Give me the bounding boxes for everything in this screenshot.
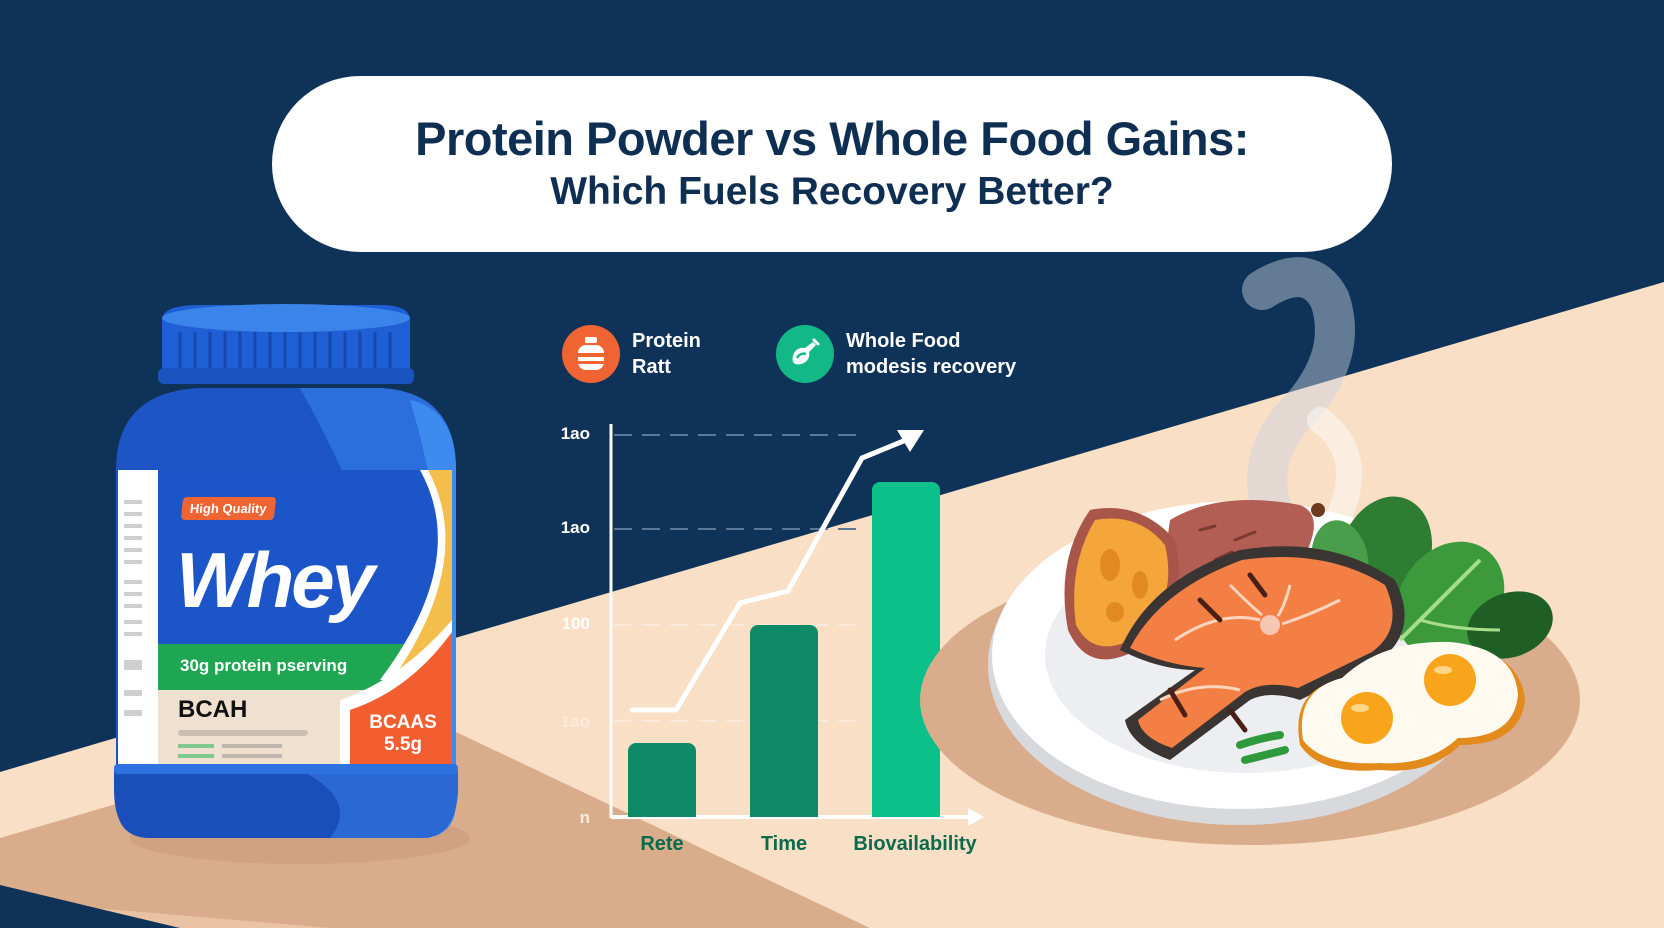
legend-protein: Protein Ratt: [562, 325, 701, 383]
x-category-label: Rete: [640, 833, 684, 855]
salmon-steak-icon: [1120, 546, 1405, 760]
bar-time: [750, 625, 818, 817]
y-tick-label: 1ao: [560, 518, 590, 537]
title-banner: Protein Powder vs Whole Food Gains: Whic…: [272, 76, 1392, 252]
fried-eggs-icon: [1298, 641, 1525, 771]
jar-bcaa-badge: BCAAS 5.5g: [368, 712, 438, 756]
protein-jar-icon: [562, 325, 620, 383]
x-category-label: Time: [760, 833, 808, 855]
page-subtitle: Which Fuels Recovery Better?: [550, 170, 1114, 213]
jar-label-title: BCAH: [178, 696, 248, 723]
legend-whole-food: Whole Food modesis recovery: [776, 325, 1016, 383]
page-title: Protein Powder vs Whole Food Gains:: [415, 112, 1249, 165]
legend-protein-line1: Protein: [632, 330, 701, 352]
y-tick-label: 1ao: [560, 712, 590, 731]
bar-rete: [628, 743, 696, 817]
jar-serving-text: 30g protein pserving: [180, 656, 348, 675]
jar-brand-text: Whey: [176, 536, 375, 624]
steam-icon: [1242, 257, 1355, 550]
drumstick-icon: [776, 325, 834, 383]
x-category-label: Biovailability: [853, 833, 977, 855]
legend-whole-food-line2: modesis recovery: [846, 356, 1017, 378]
y-tick-label: 1ao: [560, 424, 590, 443]
legend-whole-food-line1: Whole Food: [846, 330, 961, 352]
legend-protein-line2: Ratt: [632, 356, 671, 378]
bar-biovailability: [872, 482, 940, 817]
y-tick-label: n: [579, 808, 590, 827]
y-tick-label: 100: [561, 614, 590, 633]
jar-bcaa-line2: 5.5g: [383, 734, 423, 755]
jar-bcaa-line1: BCAAS: [369, 712, 437, 733]
